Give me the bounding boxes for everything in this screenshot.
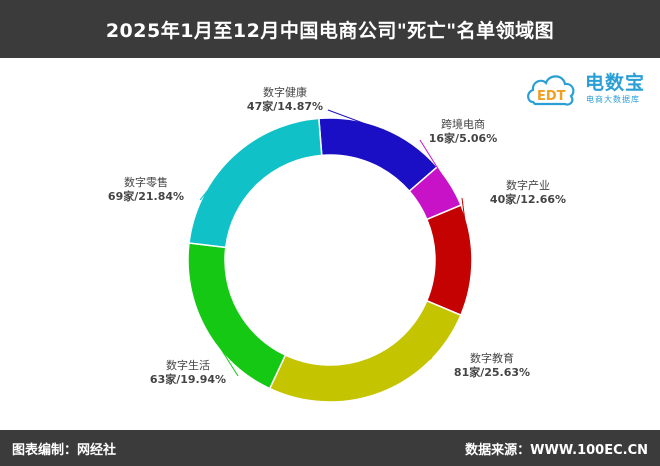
footer-credit: 图表编制：网经社 bbox=[12, 443, 117, 458]
chart-title: 2025年1月至12月中国电商公司"死亡"名单领域图 bbox=[105, 19, 555, 42]
donut-slice bbox=[268, 299, 462, 403]
edt-logo: EDT 电数宝 电商大数据库 bbox=[525, 62, 653, 114]
footer-bar: 图表编制：网经社 数据来源：WWW.100EC.CN bbox=[0, 430, 660, 466]
donut-chart: 数字健康 47家/14.87% 跨境电商 16家/5.06% 数字产业 40家/12.66… bbox=[0, 58, 660, 430]
leader-line bbox=[199, 158, 234, 201]
slice-label-name: 数字产业 bbox=[506, 178, 550, 192]
slice-label-name: 数字生活 bbox=[166, 358, 210, 372]
leader-line bbox=[379, 357, 433, 392]
slice-label-name: 跨境电商 bbox=[441, 117, 485, 131]
footer-source: 数据来源：WWW.100EC.CN bbox=[465, 443, 648, 458]
cloud-logo-icon: EDT bbox=[527, 75, 575, 106]
slice-label-value: 81家/25.63% bbox=[454, 365, 530, 379]
logo-mark-text: EDT bbox=[537, 89, 566, 104]
logo-title: 电数宝 bbox=[585, 72, 646, 94]
chart-title-bar: 2025年1月至12月中国电商公司"死亡"名单领域图 bbox=[0, 0, 660, 58]
logo-subtitle: 电商大数据库 bbox=[586, 95, 640, 104]
slice-label-name: 数字教育 bbox=[470, 351, 514, 365]
slice-label-value: 63家/19.94% bbox=[150, 372, 226, 386]
slice-label-value: 47家/14.87% bbox=[247, 99, 323, 113]
donut-slice bbox=[188, 117, 323, 249]
leader-line bbox=[207, 327, 239, 377]
slice-label-name: 数字健康 bbox=[263, 85, 307, 99]
slice-label-value: 69家/21.84% bbox=[108, 189, 184, 203]
slice-label-value: 16家/5.06% bbox=[429, 131, 498, 145]
slice-label-name: 数字零售 bbox=[124, 175, 168, 189]
slice-label-value: 40家/12.66% bbox=[490, 192, 566, 206]
leader-line bbox=[461, 197, 471, 261]
leader-line bbox=[419, 139, 450, 187]
leader-line bbox=[327, 109, 384, 131]
